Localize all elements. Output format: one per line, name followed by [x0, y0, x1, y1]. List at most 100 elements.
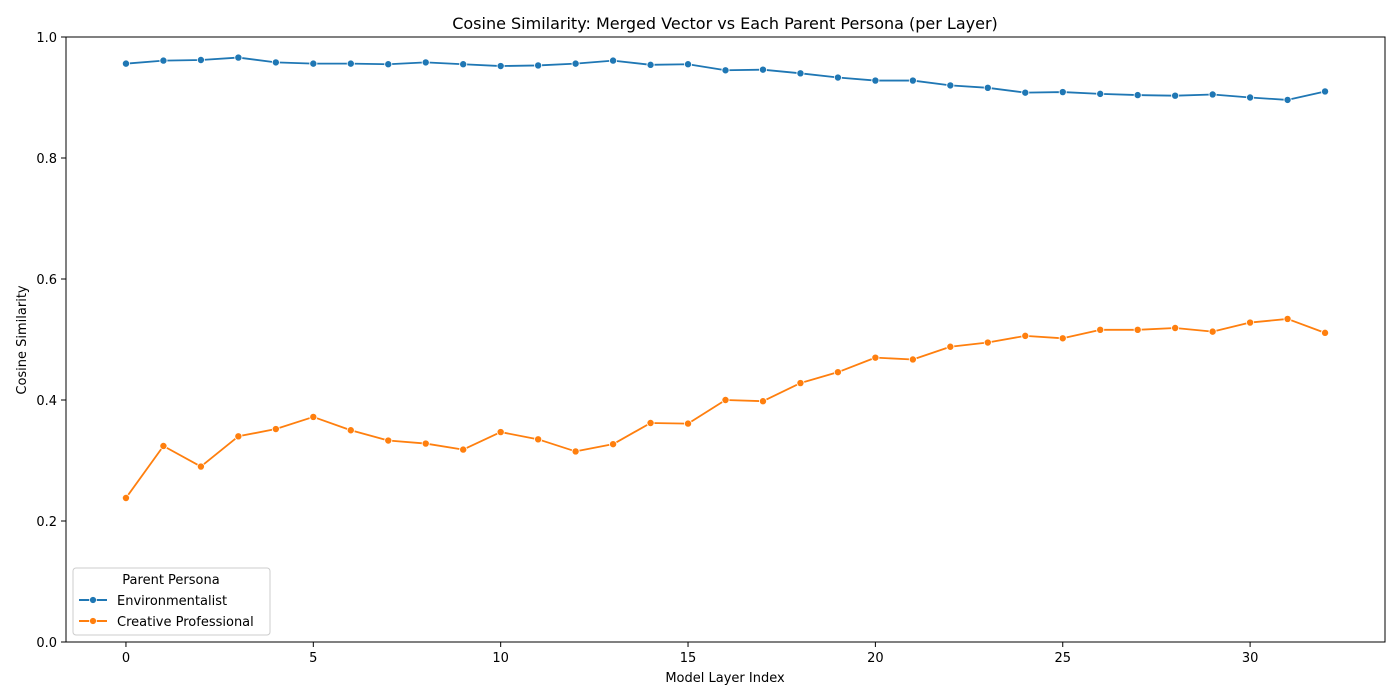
x-tick-label: 5: [309, 651, 317, 666]
data-point-creative-professional: [1096, 325, 1105, 334]
data-point-environmentalist: [346, 59, 355, 68]
data-point-environmentalist: [646, 60, 655, 69]
data-point-creative-professional: [196, 462, 205, 471]
data-point-creative-professional: [1133, 325, 1142, 334]
series-creative-professional: [121, 314, 1330, 503]
data-point-creative-professional: [571, 447, 580, 456]
data-point-creative-professional: [1208, 327, 1217, 336]
x-tick-label: 10: [492, 651, 509, 666]
legend-label-environmentalist: Environmentalist: [117, 594, 227, 609]
axes-layer: [65, 36, 1386, 643]
legend-entry-environmentalist: Environmentalist: [79, 594, 227, 609]
x-axis-label: Model Layer Index: [665, 671, 785, 686]
data-point-environmentalist: [1171, 91, 1180, 100]
y-axis: 0.0 0.2 0.4 0.6 0.8 1.0: [36, 31, 66, 651]
data-point-environmentalist: [234, 53, 243, 62]
plot-frame: [65, 36, 1386, 643]
y-tick-label: 0.4: [36, 394, 57, 409]
data-point-environmentalist: [496, 62, 505, 71]
data-point-creative-professional: [983, 338, 992, 347]
data-point-creative-professional: [234, 432, 243, 441]
legend: Parent Persona Environmentalist Creative…: [72, 567, 271, 636]
data-point-creative-professional: [1171, 324, 1180, 333]
legend-marker-creative-professional: [89, 617, 97, 625]
data-point-creative-professional: [346, 426, 355, 435]
data-point-creative-professional: [1021, 331, 1030, 340]
x-tick-label: 15: [680, 651, 697, 666]
data-point-creative-professional: [459, 445, 468, 454]
data-point-environmentalist: [871, 76, 880, 85]
data-point-creative-professional: [421, 439, 430, 448]
data-point-creative-professional: [496, 428, 505, 437]
data-point-creative-professional: [609, 440, 618, 449]
data-point-environmentalist: [159, 56, 168, 65]
data-point-creative-professional: [684, 419, 693, 428]
data-point-environmentalist: [459, 60, 468, 69]
data-point-creative-professional: [534, 435, 543, 444]
data-point-environmentalist: [421, 58, 430, 67]
data-point-environmentalist: [1058, 88, 1067, 97]
data-point-environmentalist: [1321, 87, 1330, 96]
data-point-creative-professional: [721, 395, 730, 404]
data-point-environmentalist: [983, 83, 992, 92]
y-axis-label: Cosine Similarity: [15, 285, 30, 395]
data-point-creative-professional: [309, 412, 318, 421]
x-tick-label: 20: [867, 651, 884, 666]
data-point-creative-professional: [796, 379, 805, 388]
data-point-environmentalist: [908, 76, 917, 85]
data-point-creative-professional: [946, 342, 955, 351]
series-environmentalist: [121, 53, 1330, 104]
legend-marker-environmentalist: [89, 596, 97, 604]
data-point-environmentalist: [758, 65, 767, 74]
data-point-creative-professional: [384, 436, 393, 445]
data-point-creative-professional: [159, 441, 168, 450]
y-tick-label: 0.8: [36, 152, 57, 167]
data-point-creative-professional: [871, 353, 880, 362]
data-point-environmentalist: [271, 58, 280, 67]
x-tick-label: 30: [1242, 651, 1259, 666]
y-tick-label: 0.6: [36, 273, 57, 288]
data-point-environmentalist: [796, 69, 805, 78]
data-point-environmentalist: [721, 66, 730, 75]
data-point-environmentalist: [571, 59, 580, 68]
data-point-environmentalist: [1021, 88, 1030, 97]
x-tick-label: 25: [1054, 651, 1071, 666]
data-point-environmentalist: [684, 60, 693, 69]
data-point-environmentalist: [1096, 89, 1105, 98]
chart-title: Cosine Similarity: Merged Vector vs Each…: [452, 14, 998, 33]
data-point-environmentalist: [833, 73, 842, 82]
data-point-creative-professional: [908, 355, 917, 364]
y-tick-label: 1.0: [36, 31, 57, 46]
data-point-creative-professional: [758, 397, 767, 406]
data-point-environmentalist: [309, 59, 318, 68]
data-point-environmentalist: [196, 55, 205, 64]
data-point-environmentalist: [1208, 90, 1217, 99]
y-tick-label: 0.2: [36, 515, 57, 530]
data-point-creative-professional: [1058, 334, 1067, 343]
legend-label-creative-professional: Creative Professional: [117, 615, 254, 630]
plot-area: [66, 37, 1385, 642]
legend-title: Parent Persona: [122, 573, 219, 588]
data-point-creative-professional: [1246, 318, 1255, 327]
data-point-creative-professional: [271, 425, 280, 434]
data-point-creative-professional: [833, 368, 842, 377]
legend-box: [72, 567, 271, 636]
data-point-creative-professional: [1283, 314, 1292, 323]
data-point-environmentalist: [946, 81, 955, 90]
data-point-creative-professional: [1321, 328, 1330, 337]
data-point-environmentalist: [1133, 91, 1142, 100]
y-tick-label: 0.0: [36, 636, 57, 651]
data-point-environmentalist: [121, 59, 130, 68]
legend-entry-creative-professional: Creative Professional: [79, 615, 254, 630]
x-axis: 0 5 10 15 20 25 30: [122, 642, 1259, 666]
data-point-environmentalist: [534, 61, 543, 70]
data-point-creative-professional: [646, 418, 655, 427]
data-point-environmentalist: [384, 60, 393, 69]
series-layer: [121, 53, 1330, 503]
data-point-environmentalist: [1283, 95, 1292, 104]
data-point-creative-professional: [121, 494, 130, 503]
data-point-environmentalist: [609, 56, 618, 65]
x-tick-label: 0: [122, 651, 130, 666]
data-point-environmentalist: [1246, 93, 1255, 102]
